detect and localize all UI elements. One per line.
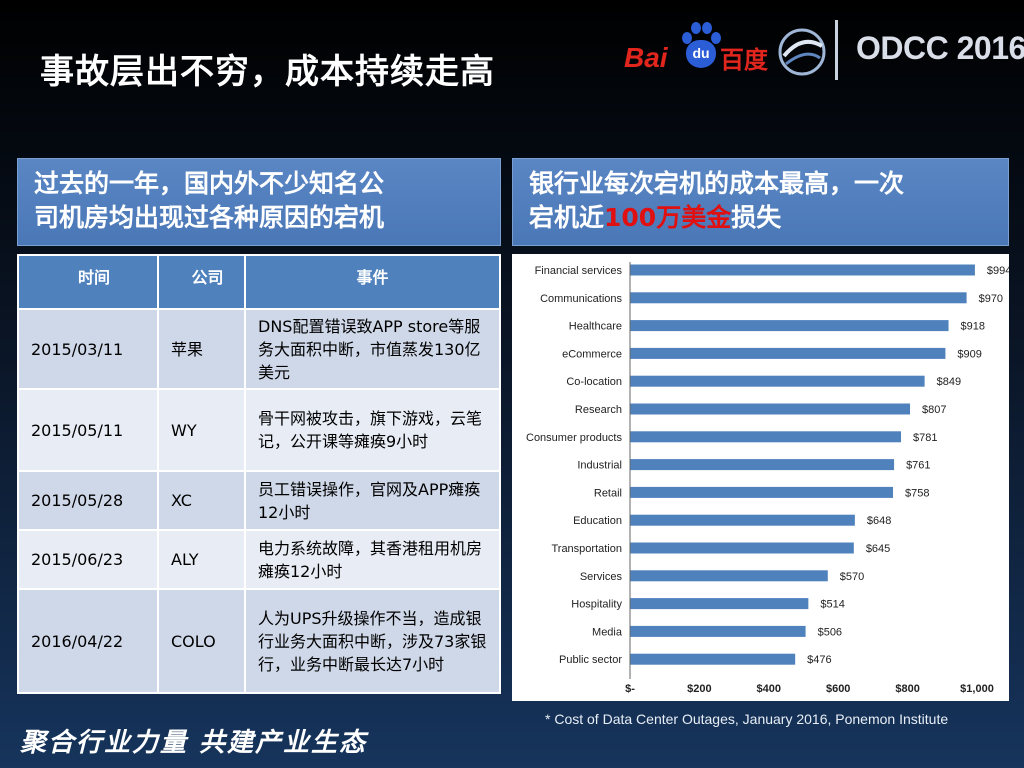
category-label: Co-location <box>566 376 622 388</box>
slogan: 聚合行业力量 共建产业生态 <box>20 728 368 758</box>
value-label: $781 <box>913 432 937 444</box>
value-label: $761 <box>906 460 930 472</box>
header-company: 公司 <box>157 254 246 310</box>
value-label: $970 <box>979 293 1003 305</box>
bar <box>630 486 894 498</box>
row-company: XC <box>157 470 246 531</box>
x-tick-label: $- <box>625 683 635 695</box>
odcc-emblem-icon <box>778 28 826 76</box>
bar <box>630 320 949 332</box>
left-panel-heading: 过去的一年，国内外不少知名公 司机房均出现过各种原因的宕机 <box>17 158 501 246</box>
bar <box>630 542 854 554</box>
category-label: Consumer products <box>526 432 622 444</box>
category-label: Education <box>573 515 622 527</box>
category-label: Communications <box>540 293 622 305</box>
bar-chart-svg: Financial services $994 Communications $970… <box>526 262 1009 695</box>
baidu-logo-text: Bai <box>624 42 668 73</box>
bar <box>630 347 946 359</box>
header-event: 事件 <box>244 254 501 310</box>
bar <box>630 625 806 637</box>
baidu-paw-text: du <box>686 40 716 68</box>
logo-divider <box>835 20 838 80</box>
value-label: $758 <box>905 487 929 499</box>
row-company: COLO <box>157 588 246 694</box>
table-row: 2015/05/11 WY 骨干网被攻击，旗下游戏，云笔记，公开课等瘫痪9小时 <box>17 388 501 472</box>
left-heading-line1: 过去的一年，国内外不少知名公 <box>34 169 385 198</box>
bar <box>630 514 855 526</box>
category-label: Financial services <box>535 265 623 277</box>
header-date: 时间 <box>17 254 159 310</box>
category-label: Media <box>592 626 623 638</box>
table-header-row: 时间 公司 事件 <box>17 254 501 310</box>
row-date: 2015/03/11 <box>17 308 159 390</box>
category-label: Hospitality <box>571 599 622 611</box>
bar <box>630 264 975 276</box>
bar <box>630 292 967 304</box>
table-row: 2015/05/28 XC 员工错误操作，官网及APP瘫痪12小时 <box>17 470 501 531</box>
x-tick-label: $1,000 <box>960 683 994 695</box>
right-heading-line2-post: 损失 <box>731 203 782 232</box>
right-heading-line2-pre: 宕机近 <box>529 203 605 232</box>
value-label: $570 <box>840 571 864 583</box>
slide-title: 事故层出不穷，成本持续走高 <box>40 52 495 92</box>
category-label: Retail <box>594 487 622 499</box>
left-heading-line2: 司机房均出现过各种原因的宕机 <box>34 203 385 232</box>
bar <box>630 375 925 387</box>
row-company: ALY <box>157 529 246 590</box>
x-tick-label: $600 <box>826 683 850 695</box>
category-label: Services <box>580 571 623 583</box>
odcc-logo-text: ODCC 2016 <box>856 30 1024 66</box>
row-event: 骨干网被攻击，旗下游戏，云笔记，公开课等瘫痪9小时 <box>244 388 501 472</box>
table-row: 2015/06/23 ALY 电力系统故障，其香港租用机房瘫痪12小时 <box>17 529 501 590</box>
x-tick-label: $400 <box>757 683 781 695</box>
outage-events-table: 时间 公司 事件 2015/03/11 苹果 DNS配置错误致APP store… <box>17 254 501 694</box>
category-label: eCommerce <box>562 348 622 360</box>
row-event: 员工错误操作，官网及APP瘫痪12小时 <box>244 470 501 531</box>
right-heading-highlight: 100万美金 <box>604 203 732 232</box>
bar <box>630 598 809 610</box>
source-note: * Cost of Data Center Outages, January 2… <box>545 711 949 727</box>
row-date: 2015/05/11 <box>17 388 159 472</box>
baidu-logo-cn: 百度 <box>720 46 768 74</box>
x-tick-label: $200 <box>687 683 711 695</box>
right-heading-line1: 银行业每次宕机的成本最高，一次 <box>529 169 905 198</box>
row-company: WY <box>157 388 246 472</box>
row-company: 苹果 <box>157 308 246 390</box>
outage-cost-chart: Financial services $994 Communications $970… <box>512 254 1009 701</box>
table-row: 2016/04/22 COLO 人为UPS升级操作不当，造成银行业务大面积中断，… <box>17 588 501 694</box>
bar <box>630 403 911 415</box>
baidu-logo: Bai du 百度 <box>624 20 774 80</box>
table-row: 2015/03/11 苹果 DNS配置错误致APP store等服务大面积中断，… <box>17 308 501 390</box>
category-label: Industrial <box>577 460 622 472</box>
row-date: 2015/05/28 <box>17 470 159 531</box>
bar <box>630 459 895 471</box>
value-label: $807 <box>922 404 946 416</box>
bar <box>630 431 902 443</box>
right-panel-heading: 银行业每次宕机的成本最高，一次 宕机近100万美金损失 <box>512 158 1009 246</box>
value-label: $648 <box>867 515 891 527</box>
category-label: Public sector <box>559 654 622 666</box>
category-label: Research <box>575 404 622 416</box>
value-label: $994 <box>987 265 1009 277</box>
row-event: DNS配置错误致APP store等服务大面积中断，市值蒸发130亿美元 <box>244 308 501 390</box>
row-event: 人为UPS升级操作不当，造成银行业务大面积中断，涉及73家银行，业务中断最长达7… <box>244 588 501 694</box>
x-tick-label: $800 <box>895 683 919 695</box>
value-label: $918 <box>961 321 985 333</box>
value-label: $514 <box>820 599 844 611</box>
right-heading-line2: 宕机近100万美金损失 <box>529 201 992 235</box>
value-label: $506 <box>818 626 842 638</box>
row-event: 电力系统故障，其香港租用机房瘫痪12小时 <box>244 529 501 590</box>
value-label: $476 <box>807 654 831 666</box>
row-date: 2016/04/22 <box>17 588 159 694</box>
row-date: 2015/06/23 <box>17 529 159 590</box>
value-label: $645 <box>866 543 890 555</box>
baidu-paw-icon: du <box>678 22 722 74</box>
category-label: Transportation <box>551 543 622 555</box>
category-label: Healthcare <box>569 321 622 333</box>
value-label: $909 <box>957 348 981 360</box>
bar <box>630 570 828 582</box>
bar <box>630 653 796 665</box>
value-label: $849 <box>937 376 961 388</box>
